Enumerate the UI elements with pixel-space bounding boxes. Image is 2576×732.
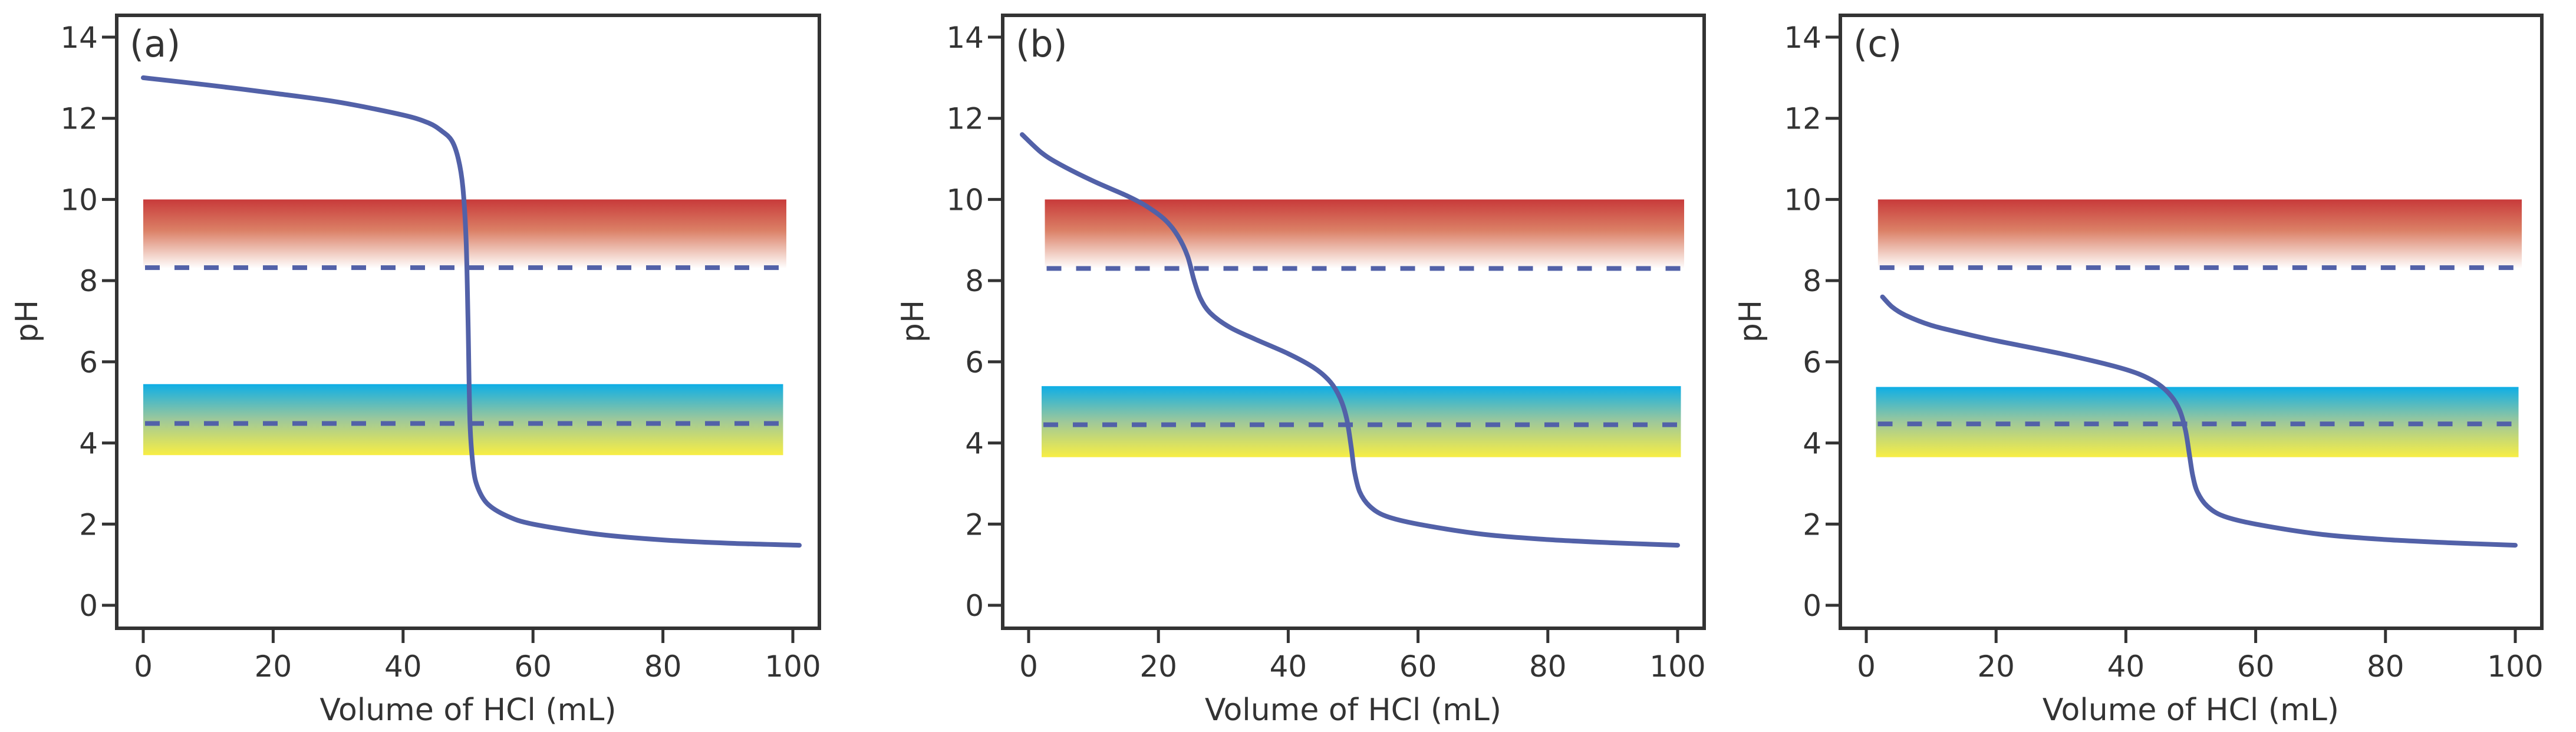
y-tick-label: 6 — [965, 345, 984, 380]
x-axis-title: Volume of HCl (mL) — [1205, 693, 1501, 728]
y-tick-label: 10 — [1784, 183, 1821, 217]
x-axis-title: Volume of HCl (mL) — [2043, 693, 2339, 728]
panel-c: 0 2 4 6 8 10 12 14 0 20 40 60 80 100 pH Volume of HCl… — [1733, 14, 2544, 728]
x-tick-label: 100 — [1649, 649, 1705, 684]
panel-b: 0 2 4 6 8 10 12 14 0 20 40 60 80 100 pH Volume of HCl… — [895, 14, 1706, 728]
y-tick-label: 0 — [965, 589, 984, 623]
x-tick-label: 60 — [2237, 649, 2275, 684]
panel-label: (c) — [1853, 22, 1902, 65]
y-axis-title: pH — [895, 300, 931, 342]
x-tick-label: 60 — [1399, 649, 1437, 684]
x-tick-label: 0 — [134, 649, 153, 684]
indicator-band-indicator-blue-yellow — [1042, 386, 1681, 457]
y-tick-label: 2 — [965, 507, 984, 542]
y-tick-label: 12 — [1784, 102, 1821, 136]
plot-marks: 0 2 4 6 8 10 12 14 0 20 40 60 80 100 — [946, 14, 1706, 684]
x-tick-label: 100 — [2487, 649, 2543, 684]
x-tick-label: 80 — [2367, 649, 2404, 684]
y-tick-label: 4 — [965, 427, 984, 461]
plot-marks: 0 2 4 6 8 10 12 14 0 20 40 60 80 100 — [1784, 14, 2544, 684]
panel-label: (b) — [1016, 22, 1068, 65]
plot-frame — [1001, 14, 1706, 630]
y-axis-title: pH — [1733, 300, 1768, 342]
x-tick-label: 0 — [1857, 649, 1876, 684]
x-tick-label: 20 — [1139, 649, 1177, 684]
y-tick-label: 14 — [60, 21, 98, 55]
y-tick-label: 14 — [946, 21, 984, 55]
indicator-band-indicator-red — [1877, 199, 2522, 269]
titration-curve-line — [1020, 132, 1680, 548]
y-tick-label: 10 — [946, 183, 984, 217]
y-tick-label: 8 — [1803, 264, 1821, 298]
y-tick-label: 2 — [1803, 507, 1821, 542]
y-tick-label: 2 — [79, 507, 98, 542]
indicator-band-indicator-blue-yellow — [143, 384, 783, 456]
x-tick-label: 100 — [765, 649, 821, 684]
x-tick-label: 60 — [514, 649, 552, 684]
y-tick-label: 8 — [965, 264, 984, 298]
x-tick-label: 20 — [255, 649, 292, 684]
y-tick-label: 4 — [79, 427, 98, 461]
y-tick-label: 8 — [79, 264, 98, 298]
x-tick-label: 80 — [1529, 649, 1567, 684]
plot-frame — [115, 14, 821, 630]
y-tick-label: 6 — [79, 345, 98, 380]
titration-curve-line — [141, 75, 802, 548]
y-axis-title: pH — [9, 300, 45, 342]
y-tick-label: 4 — [1803, 427, 1821, 461]
plot-frame — [1839, 14, 2544, 630]
panel-a: 0 2 4 6 8 10 12 14 0 20 40 60 80 100 pH Volume of HCl… — [9, 14, 821, 728]
x-tick-label: 0 — [1019, 649, 1038, 684]
x-axis-title: Volume of HCl (mL) — [319, 693, 616, 728]
x-tick-label: 20 — [1977, 649, 2015, 684]
indicator-band-indicator-red — [1045, 199, 1685, 269]
plot-marks: 0 2 4 6 8 10 12 14 0 20 40 60 80 100 — [60, 14, 821, 684]
y-tick-label: 0 — [1803, 589, 1821, 623]
titration-curve-line — [1880, 294, 2518, 548]
y-tick-label: 10 — [60, 183, 98, 217]
y-tick-label: 6 — [1803, 345, 1821, 380]
x-tick-label: 40 — [1270, 649, 1307, 684]
y-tick-label: 12 — [60, 102, 98, 136]
y-tick-label: 0 — [79, 589, 98, 623]
x-tick-label: 40 — [2107, 649, 2145, 684]
y-tick-label: 14 — [1784, 21, 1821, 55]
panel-label: (a) — [130, 22, 180, 65]
y-tick-label: 12 — [946, 102, 984, 136]
x-tick-label: 40 — [384, 649, 422, 684]
x-tick-label: 80 — [644, 649, 682, 684]
